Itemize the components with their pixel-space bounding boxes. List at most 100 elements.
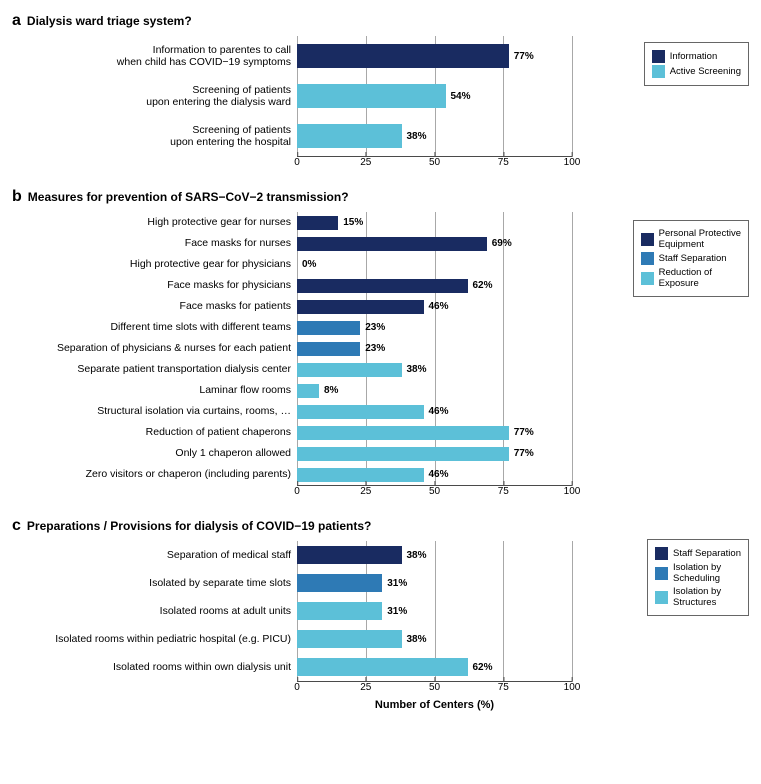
bar-track: 31%: [297, 597, 572, 625]
bar-value: 77%: [514, 448, 534, 459]
bar-row: Structural isolation via curtains, rooms…: [12, 401, 749, 422]
bar-label: Screening of patientsupon entering the h…: [12, 124, 297, 148]
bar-track: 8%: [297, 380, 572, 401]
bar: [297, 468, 424, 482]
bar-label: Information to parentes to callwhen chil…: [12, 44, 297, 68]
bar-row: Zero visitors or chaperon (including par…: [12, 464, 749, 485]
axis-tick: 25: [360, 486, 371, 497]
bar: [297, 658, 468, 676]
bar-track: 15%: [297, 212, 572, 233]
bar-value: 0%: [302, 259, 316, 270]
bar-value: 23%: [365, 343, 385, 354]
panel-header: b Measures for prevention of SARS−CoV−2 t…: [12, 188, 749, 206]
bar: [297, 300, 424, 314]
bar-track: 77%: [297, 443, 572, 464]
bar-value: 46%: [429, 301, 449, 312]
axis-tick: 75: [498, 486, 509, 497]
bars-container: Separation of medical staff 38% Isolated b…: [12, 541, 749, 681]
panel-header: c Preparations / Provisions for dialysis …: [12, 517, 749, 535]
panel-a: a Dialysis ward triage system? Information…: [12, 12, 749, 170]
bar-label: Only 1 chaperon allowed: [12, 447, 297, 459]
axis-tick: 25: [360, 157, 371, 168]
bar-row: Screening of patientsupon entering the h…: [12, 116, 749, 156]
bar-value: 77%: [514, 427, 534, 438]
panel-c: c Preparations / Provisions for dialysis …: [12, 517, 749, 711]
bar-value: 38%: [407, 550, 427, 561]
panel-b: b Measures for prevention of SARS−CoV−2 t…: [12, 188, 749, 499]
bar-value: 38%: [407, 364, 427, 375]
axis-tick: 100: [564, 682, 581, 693]
plot: Separation of medical staff 38% Isolated b…: [12, 541, 749, 711]
bar: [297, 321, 360, 335]
bar-value: 38%: [407, 634, 427, 645]
bar-track: 62%: [297, 275, 572, 296]
bar-track: 38%: [297, 541, 572, 569]
bar-track: 77%: [297, 36, 572, 76]
panel-letter: b: [12, 188, 22, 206]
bar: [297, 574, 382, 592]
x-axis: 0255075100: [297, 485, 572, 499]
bar-label: Zero visitors or chaperon (including par…: [12, 468, 297, 480]
bar: [297, 363, 402, 377]
bar-label: Reduction of patient chaperons: [12, 426, 297, 438]
bar-row: Face masks for nurses69%: [12, 233, 749, 254]
bar-track: 0%: [297, 254, 572, 275]
bar-value: 62%: [473, 662, 493, 673]
bar-track: 23%: [297, 338, 572, 359]
bar-label: Separation of medical staff: [12, 549, 297, 561]
bar-row: Separate patient transportation dialysis…: [12, 359, 749, 380]
bar-track: 54%: [297, 76, 572, 116]
axis-tick: 50: [429, 682, 440, 693]
bar-value: 77%: [514, 51, 534, 62]
bar: [297, 426, 509, 440]
bar-row: Isolated rooms at adult units31%: [12, 597, 749, 625]
bar-row: Different time slots with different team…: [12, 317, 749, 338]
bar-value: 69%: [492, 238, 512, 249]
panel-title: Measures for prevention of SARS−CoV−2 tr…: [28, 190, 349, 204]
panel-letter: c: [12, 517, 21, 535]
axis-label: Number of Centers (%): [297, 699, 572, 711]
bar-label: Isolated by separate time slots: [12, 577, 297, 589]
panel-letter: a: [12, 12, 21, 30]
bar-row: Reduction of patient chaperons 77%: [12, 422, 749, 443]
bar-track: 77%: [297, 422, 572, 443]
bar: [297, 602, 382, 620]
bar: [297, 342, 360, 356]
bar-row: Only 1 chaperon allowed 77%: [12, 443, 749, 464]
bar: [297, 546, 402, 564]
bar: [297, 279, 468, 293]
axis-tick: 75: [498, 157, 509, 168]
bar-label: Separate patient transportation dialysis…: [12, 363, 297, 375]
axis-tick: 100: [564, 157, 581, 168]
axis-tick: 50: [429, 486, 440, 497]
axis-tick: 0: [294, 157, 300, 168]
bar-track: 46%: [297, 296, 572, 317]
bar-track: 31%: [297, 569, 572, 597]
bar-track: 38%: [297, 359, 572, 380]
bar-row: Separation of physicians & nurses for ea…: [12, 338, 749, 359]
bar-label: Different time slots with different team…: [12, 321, 297, 333]
axis-tick: 0: [294, 486, 300, 497]
bar-label: High protective gear for nurses: [12, 216, 297, 228]
x-axis: 0255075100: [297, 156, 572, 170]
bar-label: Screening of patientsupon entering the d…: [12, 84, 297, 108]
bar-row: High protective gear for nurses15%: [12, 212, 749, 233]
bar-row: Isolated rooms within pediatric hospital…: [12, 625, 749, 653]
bar-track: 23%: [297, 317, 572, 338]
bar-label: Face masks for physicians: [12, 279, 297, 291]
bar-value: 31%: [387, 578, 407, 589]
bar: [297, 84, 446, 108]
bar: [297, 384, 319, 398]
axis-tick: 75: [498, 682, 509, 693]
panel-title: Preparations / Provisions for dialysis o…: [27, 519, 371, 533]
bar-value: 31%: [387, 606, 407, 617]
bar-value: 46%: [429, 406, 449, 417]
panel-title: Dialysis ward triage system?: [27, 14, 192, 28]
bars-container: High protective gear for nurses15%Face m…: [12, 212, 749, 485]
bar-row: Separation of medical staff 38%: [12, 541, 749, 569]
bar: [297, 237, 487, 251]
axis-tick: 100: [564, 486, 581, 497]
bar-value: 38%: [407, 131, 427, 142]
bar-row: Face masks for physicians62%: [12, 275, 749, 296]
bar: [297, 630, 402, 648]
